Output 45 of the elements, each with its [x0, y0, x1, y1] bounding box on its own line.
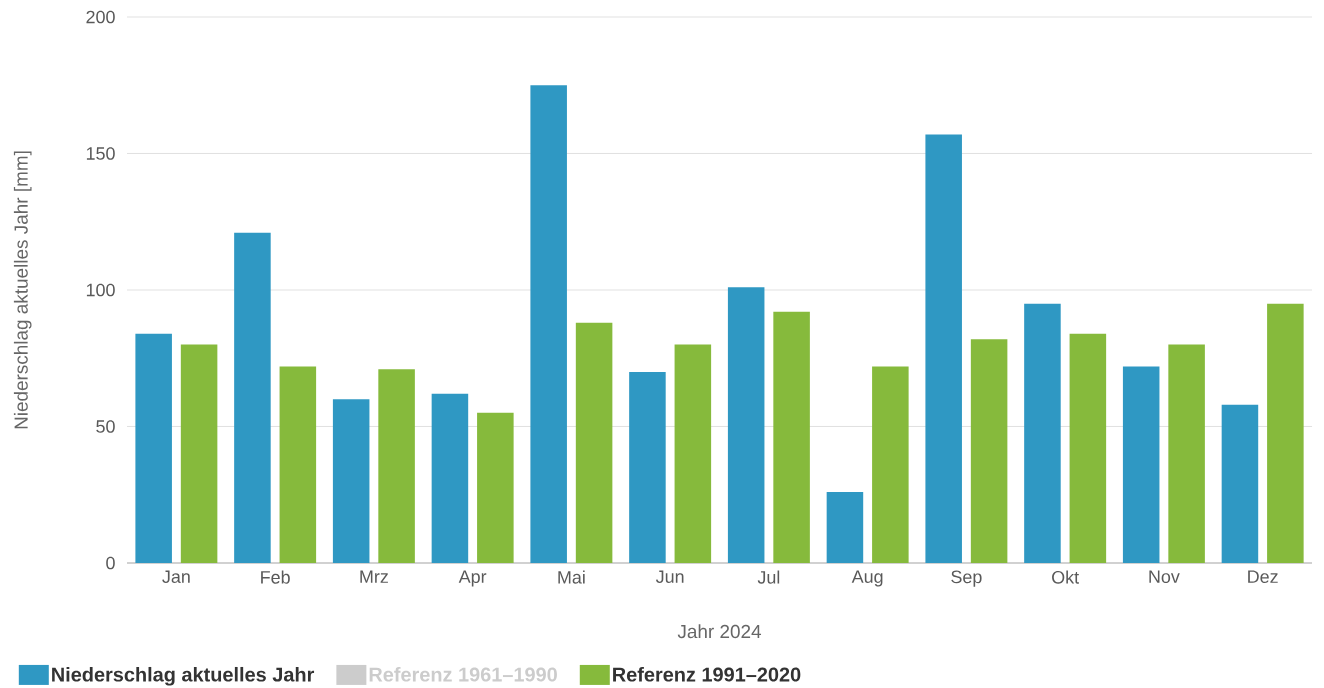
bar [180, 344, 218, 563]
bar [1122, 366, 1160, 563]
bar [1221, 404, 1259, 563]
bar [970, 339, 1008, 563]
bar [135, 333, 172, 563]
bar [674, 344, 712, 563]
y-tick-label: 50 [96, 420, 115, 433]
bar [727, 287, 765, 563]
bar [431, 393, 469, 563]
bar [530, 85, 567, 563]
x-tick-label: Jan [162, 570, 190, 584]
y-axis-title: Niederschlag aktuelles Jahr [mm] [13, 151, 32, 429]
x-axis-title: Jahr 2024 [677, 624, 762, 639]
bar [332, 399, 370, 563]
y-tick-label: 0 [106, 556, 115, 570]
bar [1069, 333, 1107, 563]
x-tick-label: Jun [655, 570, 684, 584]
bar [575, 322, 613, 563]
bar [477, 412, 514, 563]
x-tick-label: Mai [558, 570, 585, 584]
legend-label: Referenz 1991–2020 [613, 666, 801, 682]
y-tick-label: 150 [86, 147, 115, 160]
x-tick-label: Mrz [360, 570, 388, 583]
x-tick-label: Sep [951, 570, 982, 587]
bar [279, 366, 317, 563]
bar [826, 492, 864, 563]
x-tick-label: Okt [1052, 570, 1079, 584]
bar [378, 369, 415, 563]
bar [629, 371, 666, 563]
bar [925, 134, 962, 563]
y-tick-label: 100 [86, 283, 115, 297]
y-tick-label: 200 [86, 10, 115, 24]
bar [1168, 344, 1205, 563]
bar [872, 366, 909, 563]
legend-label: Niederschlag aktuelles Jahr [52, 666, 315, 686]
x-tick-label: Apr [458, 570, 487, 587]
x-tick-label: Nov [1149, 570, 1180, 584]
bar [234, 232, 271, 563]
x-tick-label: Feb [261, 570, 290, 584]
bar [1267, 303, 1304, 563]
x-tick-label: Dez [1248, 570, 1278, 584]
x-tick-label: Aug [851, 570, 883, 587]
bar [1024, 303, 1061, 563]
x-tick-label: Jul [757, 570, 780, 584]
bar [773, 311, 810, 563]
